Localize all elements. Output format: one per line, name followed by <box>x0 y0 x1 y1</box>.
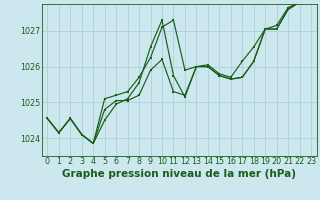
X-axis label: Graphe pression niveau de la mer (hPa): Graphe pression niveau de la mer (hPa) <box>62 169 296 179</box>
